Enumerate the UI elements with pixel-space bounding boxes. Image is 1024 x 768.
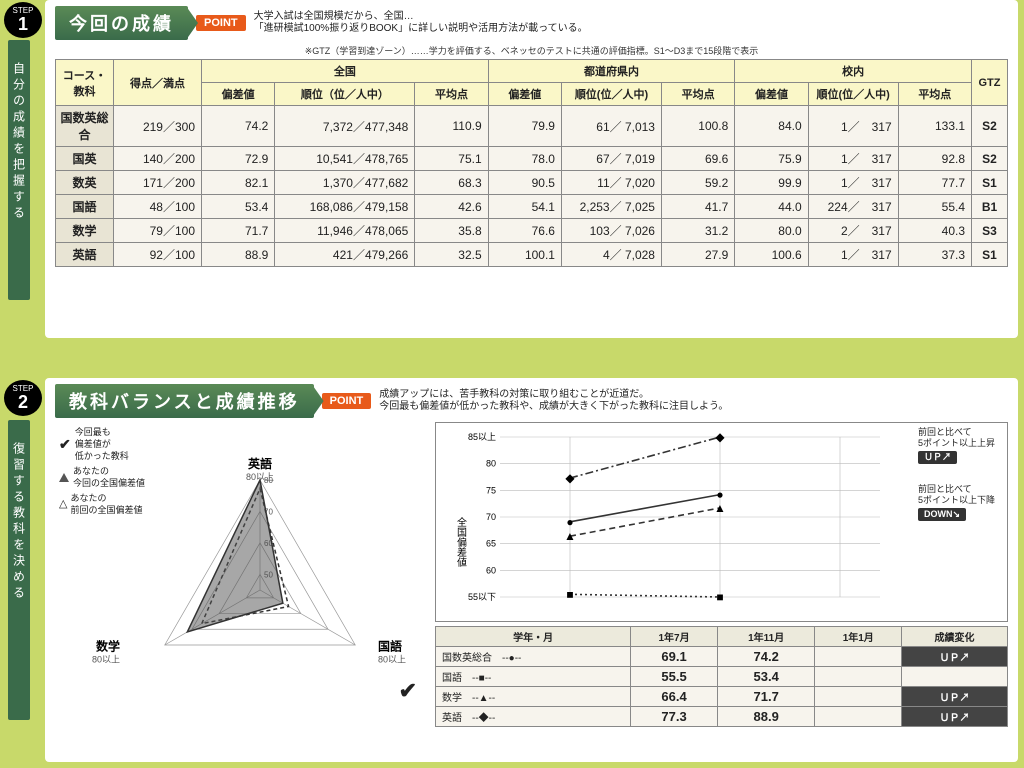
svg-text:英語: 英語 [248,456,272,471]
trend-th: 1年1月 [815,627,902,647]
th-school: 校内 [735,60,972,83]
svg-text:全国偏差値: 全国偏差値 [455,516,467,568]
svg-text:国語: 国語 [378,639,402,654]
section2-title: 教科バランスと成績推移 [55,384,314,418]
trend-th: 成績変化 [902,627,1008,647]
line-legend: 前回と比べて 5ポイント以上上昇 ＵＰ↗ 前回と比べて 5ポイント以上下降 DO… [918,427,995,521]
leg1: 今回最も 偏差値が 低かった教科 [75,426,129,462]
table-row: 英語 [56,243,114,267]
svg-text:80以上: 80以上 [92,655,120,665]
th-pavg: 平均点 [661,83,734,106]
svg-text:80以上: 80以上 [246,472,274,482]
pt2b: 今回最も偏差値が低かった教科や、成績が大きく下がった教科に注目しよう。 [379,401,728,412]
svg-text:80以上: 80以上 [378,655,406,665]
trend-row: 国数英総合 --●-- [436,647,631,667]
trend-th: 1年7月 [631,627,718,647]
sidebar-2: 復習する教科を決める [8,420,30,720]
leg-up: 前回と比べて 5ポイント以上上昇 [918,427,995,449]
svg-text:85以上: 85以上 [468,432,496,442]
table-row: 国英 [56,147,114,171]
svg-text:■: ■ [566,587,573,601]
svg-text:◆: ◆ [565,471,575,485]
trend-th: 学年・月 [436,627,631,647]
check-icon-kokugo: ✔ [399,678,417,704]
th-pdev: 偏差値 [488,83,561,106]
score-table: コース・ 教科 得点／満点 全国 都道府県内 校内 GTZ 偏差値 順位（位／人… [55,59,1008,267]
trend-row: 英語 --◆-- [436,707,631,727]
up-badge: ＵＰ↗ [918,451,957,464]
th-sdev: 偏差値 [735,83,808,106]
svg-text:▲: ▲ [714,501,726,515]
dashed-triangle-icon: △ [59,498,66,510]
radar-legend: ✔ 今回最も 偏差値が 低かった教科 あなたの 今回の全国偏差値 △ あなたの 前回… [59,426,145,519]
table-row: 数英 [56,171,114,195]
svg-text:60: 60 [486,565,496,575]
section-1: 今回の成績 POINT 大学入試は全国規模だから、全国… 「進研模試100%振り… [45,0,1018,338]
point-badge-2: POINT [322,393,372,409]
svg-text:55以下: 55以下 [468,592,496,602]
table-row: 国数英総合 [56,106,114,147]
th-nrank: 順位（位／人中） [275,83,415,106]
svg-text:◆: ◆ [715,430,725,444]
leg2: あなたの 今回の全国偏差値 [73,465,145,489]
th-gtz: GTZ [972,60,1008,106]
check-icon: ✔ [59,438,71,450]
svg-text:■: ■ [716,590,723,604]
point-badge: POINT [196,15,246,31]
gtz-note: ※GTZ（学習到達ゾーン）……学力を評価する、ベネッセのテストに共通の評価指標。… [55,44,1008,57]
line-chart-box: 55以下 60 65 70 75 80 85以上全国偏差値 ● ● ■ ■ ▲ ▲ ◆ ◆ 前回と比べて 5… [435,422,1008,727]
th-course: コース・ 教科 [56,60,114,106]
svg-text:●: ● [716,488,723,502]
svg-text:75: 75 [486,485,496,495]
svg-text:70: 70 [486,512,496,522]
trend-th: 1年11月 [717,627,815,647]
trend-table: 学年・月1年7月1年11月1年1月成績変化 国数英総合 --●-- 69.174… [435,626,1008,727]
svg-text:数学: 数学 [96,639,120,654]
th-prank: 順位(位／人中) [561,83,661,106]
th-nat: 全国 [202,60,489,83]
table-row: 国語 [56,195,114,219]
th-srank: 順位(位／人中) [808,83,898,106]
point-text: 大学入試は全国規模だから、全国… 「進研模試100%振り返りBOOK」に詳しい説… [254,11,588,35]
sidebar-1: 自分の成績を把握する [8,40,30,300]
th-navg: 平均点 [415,83,488,106]
svg-text:▲: ▲ [564,529,576,543]
radar-chart: ✔ 今回最も 偏差値が 低かった教科 あなたの 今回の全国偏差値 △ あなたの 前回… [55,422,425,730]
th-ndev: 偏差値 [202,83,275,106]
step-badge-2: STEP 2 [4,380,42,416]
triangle-icon [59,473,69,482]
th-savg: 平均点 [898,83,971,106]
step-num: 2 [18,393,28,411]
leg-down: 前回と比べて 5ポイント以上下降 [918,484,995,506]
svg-text:65: 65 [486,539,496,549]
trend-row: 国語 --■-- [436,667,631,687]
down-badge: DOWN↘ [918,508,966,521]
step-badge-1: STEP 1 [4,2,42,38]
leg3: あなたの 前回の全国偏差値 [70,492,142,516]
section1-title: 今回の成績 [55,6,188,40]
svg-text:●: ● [566,515,573,529]
section-2: 教科バランスと成績推移 POINT 成績アップには、苦手教科の対策に取り組むこと… [45,378,1018,762]
th-pref: 都道府県内 [488,60,735,83]
step-num: 1 [18,15,28,33]
th-score: 得点／満点 [114,60,202,106]
line-chart: 55以下 60 65 70 75 80 85以上全国偏差値 ● ● ■ ■ ▲ ▲ ◆ ◆ 前回と比べて 5… [435,422,1008,622]
svg-text:80: 80 [486,459,496,469]
table-row: 数学 [56,219,114,243]
trend-row: 数学 --▲-- [436,687,631,707]
pt2a: 成績アップには、苦手教科の対策に取り組むことが近道だ。 [379,389,649,400]
point-text-2: 成績アップには、苦手教科の対策に取り組むことが近道だ。 今回最も偏差値が低かった… [379,389,728,413]
